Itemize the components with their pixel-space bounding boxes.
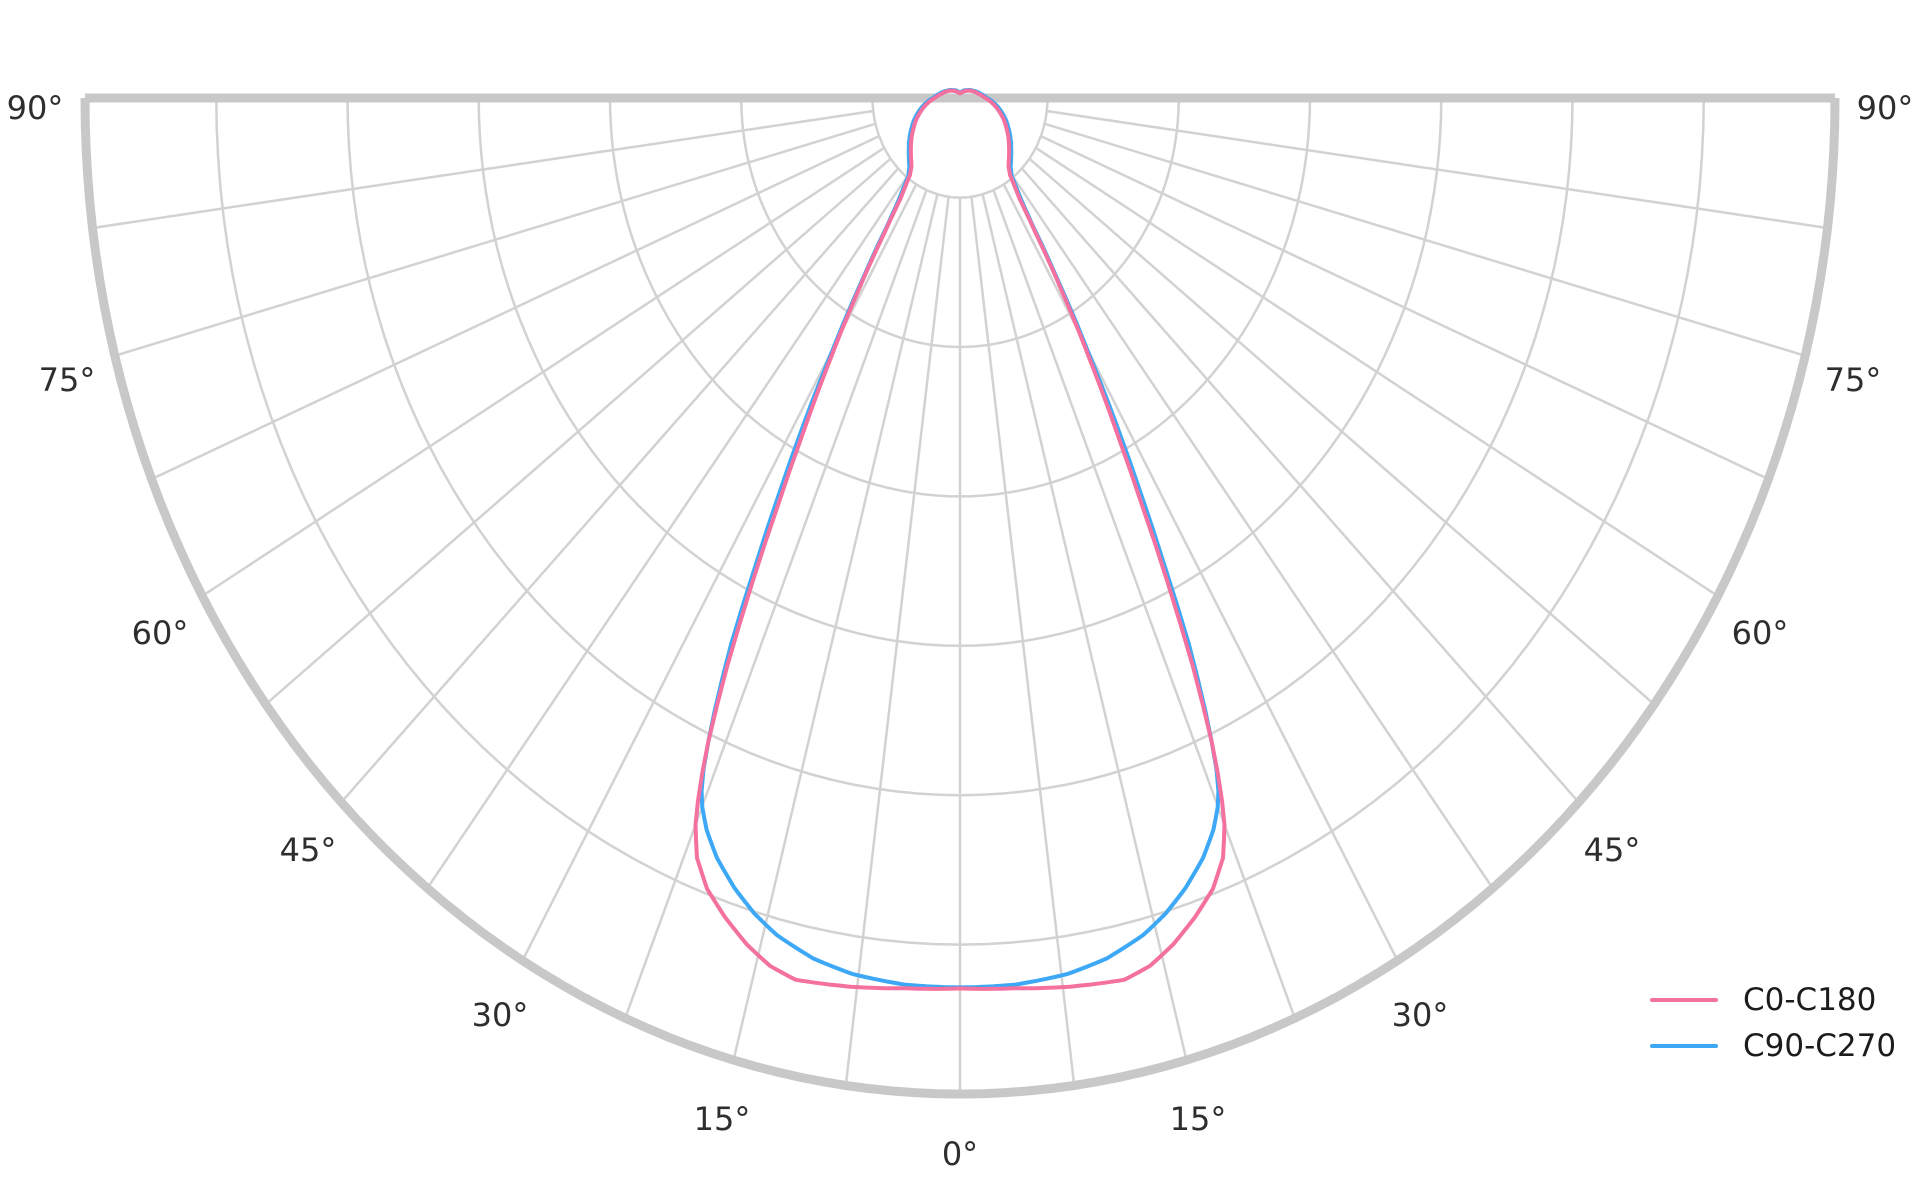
angle-ray — [1012, 176, 1494, 889]
angle-ray — [201, 146, 885, 598]
angle-ray — [1044, 122, 1806, 357]
angle-ray — [264, 157, 892, 706]
angle-ray — [1002, 183, 1399, 962]
angle-tick-label: 45° — [280, 831, 337, 869]
angle-tick-label: 60° — [1732, 614, 1789, 652]
angle-tick-label: 75° — [1825, 361, 1882, 399]
angle-ray — [970, 196, 1076, 1086]
angle-tick-labels: 0° 15° 15° 30° 30° 45° 45° 60° 60° 75° 75° 90° 90° — [7, 89, 1914, 1173]
angle-ray — [1046, 109, 1828, 230]
legend-swatch-c90-c270 — [1650, 1044, 1718, 1048]
intensity-curves — [693, 88, 1227, 991]
angle-rays — [92, 109, 1828, 1094]
angle-ray — [732, 193, 939, 1061]
angle-ray — [1040, 134, 1769, 481]
legend-label-c0-c180: C0-C180 — [1743, 982, 1877, 1018]
angle-tick-label: 60° — [132, 614, 189, 652]
angle-tick-label: 30° — [472, 996, 529, 1034]
angle-ray — [340, 167, 900, 804]
outer-arc — [80, 97, 1840, 1099]
legend-item-c0-c180: C0-C180 — [1650, 984, 1896, 1016]
angle-ray — [92, 109, 874, 230]
angle-ray — [426, 176, 908, 889]
angle-ray — [1028, 157, 1656, 706]
angle-ray — [992, 189, 1297, 1019]
ring-gridline — [871, 97, 1049, 199]
angle-tick-label: 75° — [39, 361, 96, 399]
angle-ray — [1035, 146, 1719, 598]
angle-ray — [981, 193, 1188, 1061]
angle-tick-label: 90° — [1857, 89, 1914, 127]
curve-c0-c180 — [693, 88, 1227, 991]
legend-swatch-c0-c180 — [1650, 998, 1718, 1002]
legend-label-c90-c270: C90-C270 — [1743, 1028, 1897, 1064]
angle-tick-label: 0° — [942, 1135, 978, 1173]
outer-boundary — [80, 93, 1840, 1099]
angle-tick-label: 15° — [1170, 1100, 1227, 1138]
angle-tick-label: 45° — [1584, 831, 1641, 869]
legend: C0-C180 C90-C270 — [1650, 984, 1896, 1062]
angle-ray — [151, 134, 880, 481]
angle-ray — [1020, 167, 1580, 804]
angle-ray — [623, 189, 928, 1019]
angle-ray — [114, 122, 876, 357]
angle-ray — [844, 196, 950, 1086]
angle-ray — [521, 183, 918, 962]
angle-tick-label: 30° — [1392, 996, 1449, 1034]
legend-item-c90-c270: C90-C270 — [1650, 1030, 1896, 1062]
angle-tick-label: 15° — [694, 1100, 751, 1138]
angle-tick-label: 90° — [7, 89, 64, 127]
